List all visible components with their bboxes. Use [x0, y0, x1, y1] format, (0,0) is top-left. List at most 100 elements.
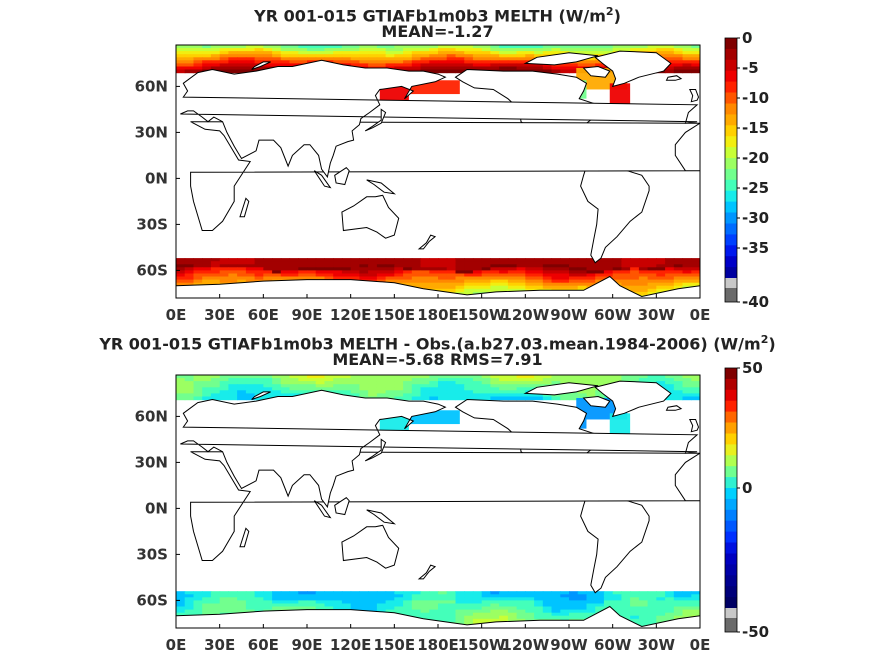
- x-tick-label: 90E: [291, 636, 322, 654]
- colorbar-tick-label: -30: [742, 209, 769, 227]
- x-tick-label: 30E: [204, 636, 235, 654]
- coastline-japan: [364, 108, 387, 132]
- x-tick-label: 150W: [458, 306, 506, 324]
- bottom-chart-title-end: ): [768, 334, 776, 354]
- coastline-iceland: [665, 75, 683, 81]
- colorbar-tick-label: -5: [742, 59, 759, 77]
- x-tick-label: 30E: [204, 306, 235, 324]
- coastline-south-america: [580, 489, 650, 594]
- coastline-madagascar: [239, 527, 250, 548]
- x-tick-label: 90E: [291, 306, 322, 324]
- coastline-greenland: [594, 50, 672, 88]
- x-tick-label: 150E: [374, 636, 416, 654]
- colorbar-missing-swatch: [725, 288, 737, 302]
- colorbar-missing-swatch: [725, 618, 737, 632]
- bottom-chart-subtitle: MEAN=-5.68 RMS=7.91: [332, 350, 543, 369]
- colorbar-tick-label: -10: [742, 89, 769, 107]
- y-tick-label: 60N: [135, 407, 168, 425]
- coastline-svalbard-novaya-zemlya: [251, 391, 271, 400]
- y-tick-label: 0N: [145, 169, 168, 187]
- bottom-chart-title-main: YR 001-015 GTIAFb1m0b3 MELTH - Obs.(a.b2…: [99, 334, 761, 354]
- colorbar-tick-label: 0: [742, 479, 752, 497]
- coastline-new-zealand: [417, 564, 437, 580]
- colorbar-tick-label: 0: [742, 29, 752, 47]
- colorbar-tick-label: -35: [742, 239, 769, 257]
- x-tick-label: 0E: [690, 636, 711, 654]
- top-chart-title-end: ): [613, 6, 621, 26]
- field-layer: [176, 375, 700, 628]
- top-chart-title-sup: 2: [605, 5, 614, 18]
- top-chart-subtitle: MEAN=-1.27: [381, 22, 494, 41]
- field-layer: [176, 45, 700, 298]
- colorbar-under-swatch: [725, 608, 737, 618]
- y-tick-label: 60S: [136, 261, 168, 279]
- x-tick-label: 90W: [550, 636, 588, 654]
- colorbar-tick-label: -15: [742, 119, 769, 137]
- coastline-arctic-archipelago: [523, 382, 599, 396]
- x-tick-label: 60W: [594, 636, 632, 654]
- x-tick-label: 120W: [501, 636, 549, 654]
- y-tick-label: 60N: [135, 77, 168, 95]
- coastline-australia: [341, 524, 400, 569]
- y-tick-label: 0N: [145, 499, 168, 517]
- coastline-south-america: [580, 159, 650, 264]
- y-tick-label: 30N: [135, 123, 168, 141]
- coastline-uk: [689, 419, 700, 433]
- x-tick-label: 150E: [374, 306, 416, 324]
- coastline-new-zealand: [417, 234, 437, 250]
- x-tick-label: 0E: [690, 306, 711, 324]
- colorbar-tick-label: -40: [742, 293, 769, 311]
- x-tick-label: 0E: [166, 306, 187, 324]
- y-tick-label: 60S: [136, 591, 168, 609]
- y-tick-label: 30N: [135, 453, 168, 471]
- colorbar-tick-label: 50: [742, 359, 763, 377]
- coastline-antarctica: [176, 275, 700, 298]
- x-tick-label: 30W: [638, 636, 676, 654]
- coastline-greenland: [594, 380, 672, 418]
- x-tick-label: 60E: [248, 636, 279, 654]
- x-tick-label: 120E: [330, 306, 372, 324]
- x-tick-label: 90W: [550, 306, 588, 324]
- coastline-madagascar: [239, 197, 250, 218]
- top-chart-title: YR 001-015 GTIAFb1m0b3 MELTH (W/m2): [0, 2, 875, 26]
- x-tick-label: 60E: [248, 306, 279, 324]
- coastline-baffin-island: [582, 65, 611, 78]
- top-chart-title-main: YR 001-015 GTIAFb1m0b3 MELTH (W/m: [254, 6, 606, 26]
- coastline-iceland: [665, 405, 683, 411]
- coastline-baffin-island: [582, 395, 611, 408]
- coastline-antarctica: [176, 605, 700, 628]
- x-tick-label: 60W: [594, 306, 632, 324]
- coastline-eurasia: [180, 59, 699, 179]
- bottom-chart-title-sup: 2: [760, 333, 769, 346]
- coastline-sumatra: [313, 170, 332, 189]
- x-tick-label: 180E: [417, 306, 459, 324]
- colorbar-tick-label: -50: [742, 623, 769, 641]
- bottom-chart-title: YR 001-015 GTIAFb1m0b3 MELTH - Obs.(a.b2…: [0, 330, 875, 354]
- coastline-borneo: [334, 497, 350, 516]
- coastline-sumatra: [313, 500, 332, 519]
- y-tick-label: 30S: [136, 215, 168, 233]
- coastline-japan: [364, 438, 387, 462]
- x-tick-label: 120W: [501, 306, 549, 324]
- x-tick-label: 30W: [638, 306, 676, 324]
- colorbar-2: 50 0 -50: [724, 359, 769, 641]
- colorbar-1: 0 -5 -10 -15 -20 -25 -30 -35 -40: [724, 29, 769, 311]
- coastline-uk: [689, 89, 700, 103]
- x-tick-label: 0E: [166, 636, 187, 654]
- coastline-eurasia: [180, 389, 699, 509]
- colorbar-tick-label: -25: [742, 179, 769, 197]
- coastline-arctic-archipelago: [523, 52, 599, 66]
- x-tick-label: 150W: [458, 636, 506, 654]
- coastline-new-guinea: [366, 179, 397, 195]
- coastline-new-guinea: [366, 509, 397, 525]
- coastline-australia: [341, 194, 400, 239]
- coastline-borneo: [334, 167, 350, 186]
- x-tick-label: 120E: [330, 636, 372, 654]
- colorbar-tick-label: -20: [742, 149, 769, 167]
- y-tick-label: 30S: [136, 545, 168, 563]
- x-tick-label: 180E: [417, 636, 459, 654]
- coastline-svalbard-novaya-zemlya: [251, 61, 271, 70]
